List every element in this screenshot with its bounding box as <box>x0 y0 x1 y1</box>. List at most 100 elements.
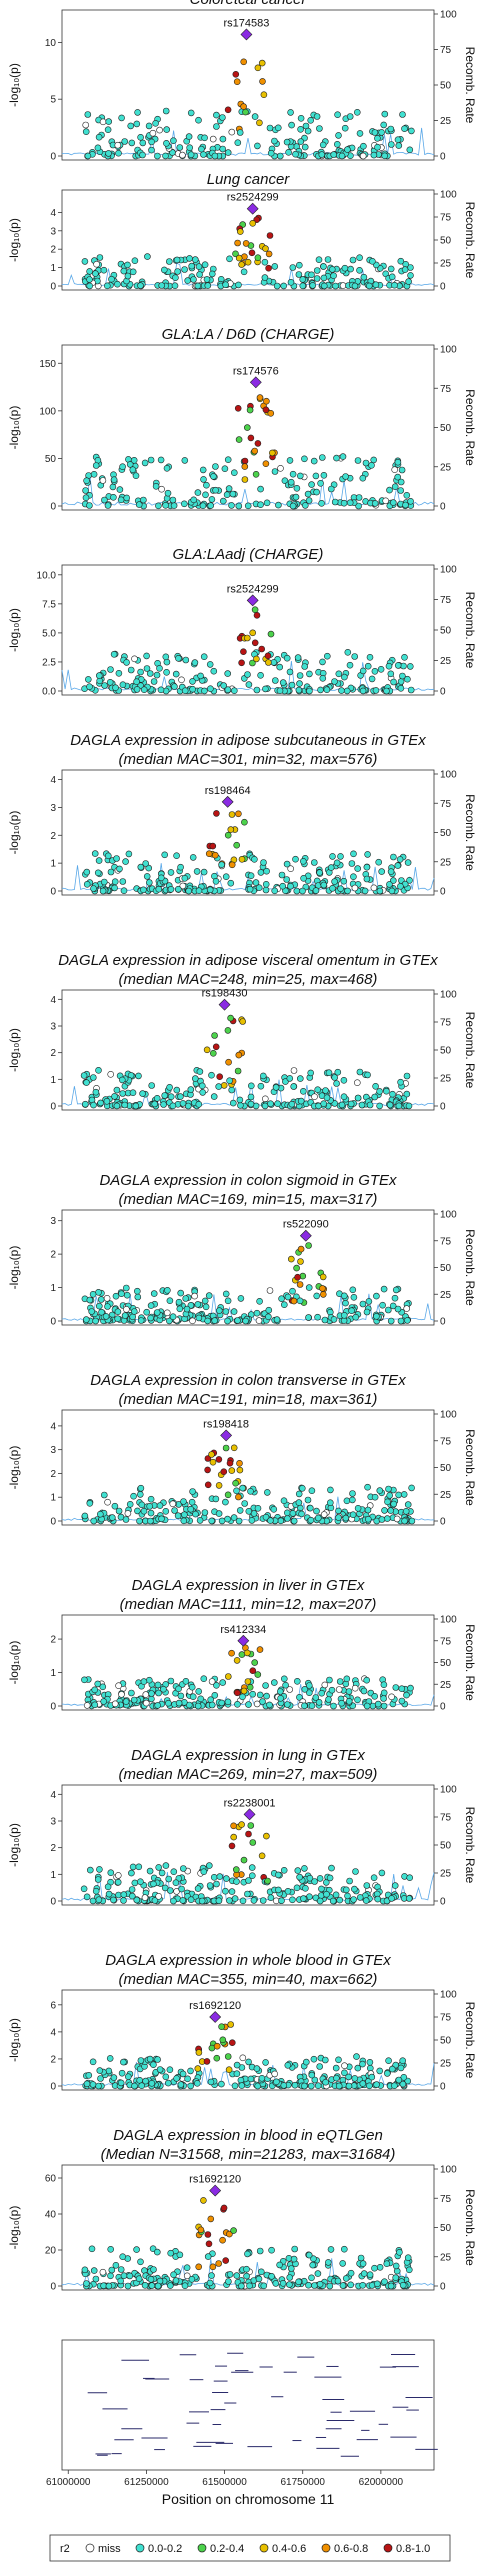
snp-point <box>254 254 262 262</box>
snp-point <box>289 470 297 478</box>
snp-point <box>401 266 409 273</box>
snp-point <box>329 884 336 892</box>
snp-point <box>86 276 93 283</box>
snp-point <box>130 1492 137 1500</box>
snp-point <box>183 2272 191 2280</box>
snp-point <box>296 1873 303 1881</box>
snp-point <box>189 1317 196 1325</box>
snp-point <box>363 1676 371 1684</box>
snp-point <box>177 2081 185 2088</box>
snp-point <box>197 2226 205 2234</box>
snp-point <box>224 670 231 677</box>
snp-point <box>162 653 170 661</box>
snp-point <box>103 1098 111 1105</box>
snp-point <box>305 1689 313 1696</box>
snp-point <box>292 493 300 501</box>
snp-point <box>120 1891 128 1898</box>
snp-point <box>240 103 247 110</box>
snp-point <box>107 2246 114 2253</box>
snp-point <box>238 2282 245 2290</box>
recomb-tick-label: 0 <box>440 1517 446 1528</box>
snp-point <box>188 1498 196 1506</box>
snp-point <box>228 861 236 869</box>
snp-point <box>163 658 171 666</box>
snp-point <box>127 666 135 674</box>
snp-point <box>143 1308 150 1316</box>
snp-point <box>271 263 279 270</box>
snp-point <box>133 686 141 693</box>
recomb-tick-label: 100 <box>440 345 457 356</box>
snp-point <box>364 1483 371 1491</box>
snp-point <box>137 863 145 871</box>
snp-point <box>173 256 181 264</box>
snp-point <box>154 1681 162 1689</box>
snp-point <box>300 1895 307 1902</box>
snp-point <box>143 652 150 660</box>
snp-point <box>399 672 406 680</box>
recomb-tick-label: 75 <box>440 2013 452 2024</box>
snp-point <box>387 1507 395 1514</box>
snp-point <box>344 146 351 153</box>
snp-point <box>297 126 304 133</box>
snp-point <box>326 1499 334 1506</box>
recomb-tick-label: 75 <box>440 45 452 56</box>
snp-point <box>263 1692 270 1700</box>
snp-point <box>267 1894 275 1901</box>
snp-point <box>347 265 354 273</box>
snp-point <box>97 1510 104 1518</box>
snp-point <box>340 1093 348 1100</box>
snp-point <box>248 249 256 257</box>
snp-point <box>349 256 357 264</box>
snp-point <box>394 136 402 143</box>
snp-point <box>296 1075 304 1082</box>
snp-point <box>108 275 115 283</box>
snp-point <box>117 2266 125 2273</box>
snp-point <box>399 111 406 118</box>
snp-point <box>125 2073 132 2080</box>
snp-point <box>408 1517 416 1525</box>
snp-point <box>341 2069 348 2077</box>
snp-point <box>213 1880 220 1888</box>
snp-point <box>404 1501 412 1508</box>
snp-point <box>251 1659 258 1666</box>
y-tick-label: 4 <box>50 208 56 219</box>
snp-point <box>157 686 165 694</box>
snp-point <box>378 868 386 875</box>
y-tick-label: 0 <box>50 282 56 293</box>
panel-title: GLA:LAadj (CHARGE) <box>173 546 324 563</box>
snp-point <box>88 2245 96 2253</box>
snp-point <box>95 1896 103 1903</box>
snp-point <box>95 1289 102 1296</box>
snp-point <box>290 2255 298 2263</box>
snp-point <box>364 1515 372 1523</box>
snp-point <box>359 687 367 695</box>
snp-point <box>289 502 297 510</box>
snp-point <box>165 1699 172 1707</box>
legend-title: r2 <box>60 2543 70 2555</box>
snp-point <box>222 1290 230 1298</box>
snp-point <box>334 1068 342 1076</box>
y-axis-title: -log₁₀(p) <box>7 1641 21 1685</box>
snp-point <box>342 1886 350 1894</box>
snp-point <box>183 1305 191 1313</box>
recomb-tick-label: 50 <box>440 1046 452 1057</box>
snp-point <box>150 2061 157 2068</box>
snp-point <box>209 2263 217 2271</box>
snp-point <box>163 668 170 676</box>
snp-point <box>245 1877 252 1884</box>
snp-point <box>405 1895 413 1902</box>
snp-point <box>187 2082 194 2090</box>
snp-point <box>184 2075 191 2083</box>
snp-point <box>178 676 185 684</box>
recomb-tick-label: 50 <box>440 236 452 247</box>
snp-point <box>276 1688 284 1695</box>
snp-point <box>200 868 208 876</box>
snp-point <box>325 1069 333 1076</box>
snp-point <box>320 1100 328 1107</box>
snp-point <box>312 1694 320 1701</box>
snp-point <box>385 1485 392 1493</box>
snp-point <box>82 121 89 129</box>
lead-snp-marker <box>218 998 231 1011</box>
snp-point <box>172 274 179 282</box>
snp-point <box>266 1701 273 1709</box>
